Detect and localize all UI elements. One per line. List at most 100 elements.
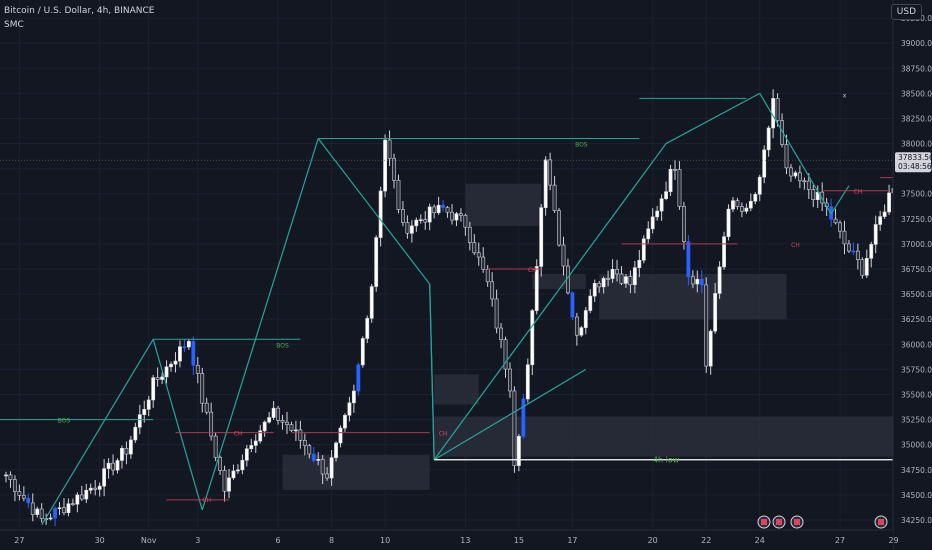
candle[interactable] [334, 441, 338, 462]
candle[interactable] [124, 441, 129, 465]
candle[interactable] [409, 220, 414, 243]
candle[interactable] [374, 235, 379, 292]
candle[interactable] [120, 445, 124, 469]
candle[interactable] [748, 193, 753, 212]
candle[interactable] [392, 153, 396, 189]
candle[interactable] [320, 455, 325, 485]
candle[interactable] [668, 164, 673, 196]
candle[interactable] [726, 204, 731, 241]
candle[interactable] [289, 421, 294, 433]
candle[interactable] [820, 182, 825, 212]
candle[interactable] [57, 502, 62, 515]
candle[interactable] [4, 471, 8, 483]
candle[interactable] [236, 464, 240, 474]
candle[interactable] [441, 200, 445, 212]
candle[interactable] [842, 220, 847, 255]
candle[interactable] [97, 482, 102, 497]
candle[interactable] [21, 486, 26, 502]
candle[interactable] [494, 289, 499, 334]
candle[interactable] [838, 220, 842, 239]
candle[interactable] [8, 471, 13, 488]
candle[interactable] [757, 174, 762, 202]
candle[interactable] [396, 174, 401, 214]
candle[interactable] [739, 202, 744, 218]
candle[interactable] [351, 384, 356, 413]
candle[interactable] [459, 208, 463, 222]
candle[interactable] [432, 204, 437, 219]
candle[interactable] [753, 192, 758, 205]
candle[interactable] [302, 433, 307, 456]
candle[interactable] [525, 358, 530, 403]
candle[interactable] [244, 445, 249, 467]
candle[interactable] [570, 291, 575, 321]
candle[interactable] [414, 217, 419, 232]
candle[interactable] [53, 506, 57, 527]
candle[interactable] [88, 483, 93, 494]
candle[interactable] [17, 484, 22, 501]
candle[interactable] [378, 186, 383, 247]
candle[interactable] [802, 177, 807, 190]
candle[interactable] [35, 506, 40, 518]
candle[interactable] [463, 213, 468, 236]
candle[interactable] [316, 452, 321, 466]
candle[interactable] [365, 315, 370, 343]
candle[interactable] [200, 367, 205, 413]
candle[interactable] [574, 312, 579, 346]
candle[interactable] [213, 432, 218, 462]
candle[interactable] [106, 458, 111, 479]
candle[interactable] [797, 165, 802, 189]
candle[interactable] [851, 242, 856, 256]
candle[interactable] [164, 360, 169, 384]
flag-icon[interactable] [772, 515, 786, 529]
candle[interactable] [142, 400, 147, 423]
candle[interactable] [735, 197, 740, 210]
candle[interactable] [784, 134, 789, 175]
candle[interactable] [450, 204, 454, 225]
candle[interactable] [186, 339, 191, 350]
candle[interactable] [325, 467, 330, 481]
currency-button[interactable]: USD [890, 4, 922, 20]
candle[interactable] [280, 414, 285, 430]
candle[interactable] [293, 420, 298, 441]
candle[interactable] [508, 362, 512, 398]
candle[interactable] [878, 210, 883, 231]
candle[interactable] [650, 208, 655, 234]
candle[interactable] [641, 235, 646, 264]
candle[interactable] [722, 231, 726, 270]
time-axis[interactable]: 2730Nov368101315172022242729Dec46 [0, 529, 932, 550]
candle[interactable] [454, 211, 459, 227]
candle[interactable] [195, 356, 200, 384]
candle[interactable] [307, 443, 312, 459]
candle[interactable] [539, 203, 544, 277]
candle[interactable] [227, 468, 231, 499]
candle[interactable] [775, 93, 780, 127]
candle[interactable] [405, 215, 410, 239]
candle[interactable] [690, 270, 695, 289]
candle[interactable] [387, 130, 392, 167]
candle[interactable] [731, 196, 735, 213]
candle[interactable] [93, 480, 98, 496]
candle[interactable] [588, 289, 593, 314]
candle[interactable] [13, 475, 17, 502]
candle[interactable] [543, 156, 548, 216]
candle[interactable] [659, 194, 664, 221]
candle[interactable] [512, 386, 517, 473]
candle[interactable] [677, 161, 682, 210]
candle[interactable] [102, 459, 107, 497]
candle[interactable] [218, 455, 222, 476]
candle[interactable] [111, 454, 115, 476]
candle[interactable] [329, 449, 334, 486]
candle[interactable] [343, 413, 347, 432]
candle[interactable] [26, 493, 31, 509]
candle[interactable] [887, 184, 891, 215]
candle[interactable] [160, 372, 165, 385]
candle[interactable] [467, 221, 472, 251]
candle[interactable] [490, 272, 495, 307]
candle[interactable] [267, 411, 272, 424]
lightning-icon[interactable] [757, 515, 771, 529]
candle[interactable] [624, 274, 628, 288]
candle[interactable] [249, 438, 254, 453]
candle[interactable] [222, 465, 227, 502]
candle[interactable] [860, 257, 865, 279]
candle[interactable] [597, 280, 602, 293]
